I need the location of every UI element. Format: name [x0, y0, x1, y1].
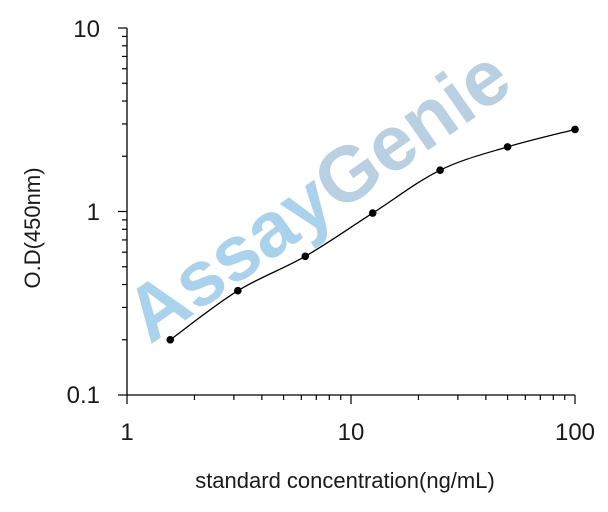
y-axis-title: O.D(450nm): [20, 167, 45, 288]
data-point: [503, 143, 512, 151]
y-tick-label-1: 1: [87, 199, 100, 226]
x-tick-label-10: 10: [338, 419, 365, 446]
data-point: [571, 125, 579, 134]
watermark-part-assay: Assay: [109, 155, 348, 359]
axis-ticks: [118, 27, 576, 404]
watermark-part-genie: Genie: [298, 31, 526, 227]
y-tick-label-0.1: 0.1: [67, 382, 100, 409]
data-point: [436, 166, 444, 174]
data-point: [234, 286, 242, 295]
watermark-logo: AssayGenie: [109, 31, 525, 359]
x-axis-title: standard concentration(ng/mL): [195, 468, 495, 493]
y-tick-label-10: 10: [73, 16, 100, 43]
data-point: [301, 252, 310, 261]
data-point: [368, 209, 377, 217]
x-tick-label-100: 100: [555, 419, 595, 446]
x-tick-label-1: 1: [120, 419, 133, 446]
series-layer: [166, 125, 579, 344]
data-point: [166, 335, 175, 344]
